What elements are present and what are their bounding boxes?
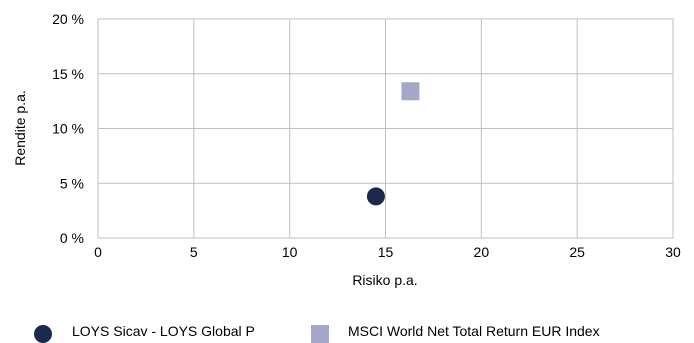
data-point-circle: [366, 187, 385, 206]
y-tick-label: 5 %: [60, 175, 84, 191]
x-tick-label: 5: [190, 244, 198, 260]
x-tick-label: 30: [665, 244, 681, 260]
legend: LOYS Sicav - LOYS Global P MSCI World Ne…: [34, 323, 600, 343]
y-tick-label: 10 %: [52, 121, 84, 137]
x-tick-label: 25: [569, 244, 585, 260]
legend-marker-msci-world: [311, 325, 329, 343]
legend-marker-loys-global-p: [34, 325, 52, 343]
legend-label-loys-global-p: LOYS Sicav - LOYS Global P: [72, 323, 255, 339]
x-tick-label: 15: [378, 244, 394, 260]
x-axis-ticks: 0 5 10 15 20 25 30: [94, 244, 681, 260]
legend-label-msci-world: MSCI World Net Total Return EUR Index: [348, 323, 600, 339]
data-point-square: [401, 82, 420, 101]
x-tick-label: 20: [474, 244, 490, 260]
y-tick-label: 0 %: [60, 230, 84, 246]
data-points: [366, 82, 420, 206]
plot-area: 0 5 10 15 20 25 30 0 % 5 % 10 % 15 % 20 %: [52, 11, 681, 260]
x-axis-title: Risiko p.a.: [352, 272, 417, 288]
x-tick-label: 0: [94, 244, 102, 260]
y-tick-label: 20 %: [52, 11, 84, 27]
x-tick-label: 10: [282, 244, 298, 260]
grid-lines: [97, 18, 674, 239]
y-axis-title: Rendite p.a.: [12, 90, 28, 166]
y-tick-label: 15 %: [52, 66, 84, 82]
y-axis-ticks: 0 % 5 % 10 % 15 % 20 %: [52, 11, 84, 246]
